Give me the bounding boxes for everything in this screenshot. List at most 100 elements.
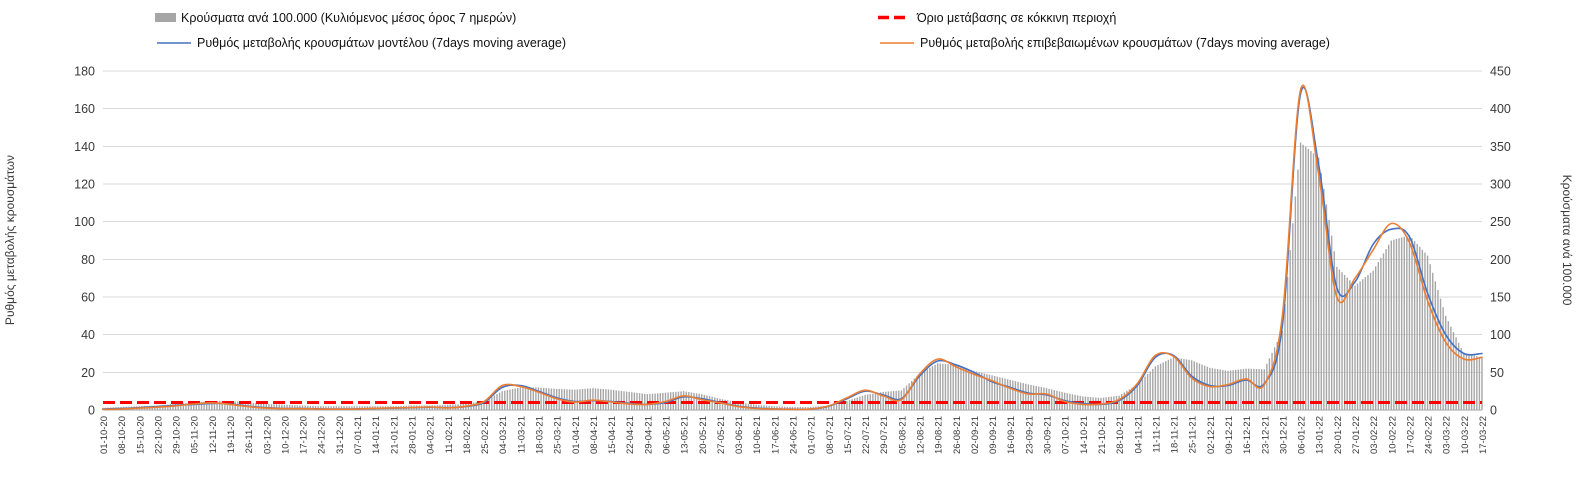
bar: [1294, 196, 1297, 410]
bar: [1188, 359, 1190, 410]
x-axis-tick-label: 14-10-21: [1079, 416, 1090, 454]
bar: [1470, 355, 1473, 410]
bar: [286, 404, 288, 410]
bar: [758, 404, 760, 410]
bar: [1372, 270, 1374, 410]
right-axis-tick-label: 450: [1490, 65, 1511, 79]
bar: [1380, 257, 1382, 410]
bar: [864, 394, 866, 410]
bar: [1268, 358, 1271, 410]
bar: [885, 391, 887, 410]
bar: [659, 393, 661, 410]
x-axis-tick-label: 20-05-21: [698, 416, 709, 454]
bar: [211, 400, 213, 410]
bar: [1152, 368, 1154, 410]
bar: [198, 402, 200, 410]
bar: [1349, 280, 1351, 410]
bar: [480, 401, 483, 410]
x-axis-tick-label: 15-04-21: [607, 416, 618, 454]
bar: [1014, 381, 1017, 410]
bar: [1463, 353, 1465, 410]
bar: [628, 391, 630, 410]
bar: [1196, 362, 1198, 410]
bar: [768, 405, 770, 410]
x-axis-tick-label: 19-08-21: [934, 416, 945, 454]
bar: [1273, 347, 1276, 410]
bar: [1258, 369, 1260, 410]
bar: [1058, 391, 1061, 410]
right-axis-tick-label: 400: [1490, 102, 1511, 116]
bar: [615, 390, 617, 410]
bar: [835, 403, 838, 410]
bar: [879, 392, 882, 410]
bar: [1255, 369, 1258, 410]
bar: [833, 404, 835, 410]
bar: [1216, 369, 1219, 410]
bar: [491, 396, 493, 410]
bar: [594, 388, 597, 410]
left-axis-tick-label: 60: [81, 291, 95, 305]
bar: [765, 405, 768, 410]
left-axis-tick-label: 140: [74, 140, 95, 154]
bar: [944, 363, 947, 410]
bar: [1051, 389, 1053, 410]
bar: [1126, 390, 1128, 410]
bar: [1227, 370, 1229, 410]
right-axis-tick-label: 250: [1490, 215, 1511, 229]
bar: [1048, 388, 1050, 410]
x-axis-tick-label: 29-04-21: [643, 416, 654, 454]
bar: [784, 406, 786, 410]
bar: [1393, 239, 1395, 410]
bar: [996, 376, 998, 410]
bar: [1323, 188, 1325, 410]
bar: [1398, 238, 1400, 410]
bar: [843, 401, 846, 410]
bar: [903, 388, 905, 410]
bar: [942, 363, 944, 410]
bar: [348, 406, 350, 410]
bar: [1219, 369, 1221, 410]
x-axis-tick-label: 09-12-21: [1224, 416, 1235, 454]
left-axis-tick-label: 80: [81, 253, 95, 267]
x-axis-tick-label: 12-11-20: [208, 416, 219, 453]
bar: [273, 404, 275, 410]
bar: [1413, 241, 1416, 410]
bar: [200, 401, 203, 410]
bar: [685, 391, 687, 410]
bar: [1330, 235, 1333, 410]
bar: [1017, 381, 1019, 410]
bar: [530, 387, 532, 410]
bar: [333, 406, 335, 410]
left-axis-tick-label: 120: [74, 178, 95, 192]
bar: [936, 363, 939, 410]
x-axis-tick-label: 18-02-21: [462, 416, 473, 454]
bar: [973, 370, 975, 410]
bar: [584, 388, 586, 410]
bar: [612, 389, 615, 410]
x-axis-tick-label: 04-02-21: [426, 416, 437, 454]
bar: [1400, 237, 1403, 410]
bar: [978, 372, 980, 410]
bar: [1175, 357, 1177, 410]
bar: [216, 400, 218, 410]
bar: [854, 398, 856, 410]
bar: [1369, 272, 1372, 410]
right-axis-title: Κρούσματα ανά 100.000: [1560, 175, 1574, 306]
bar: [1025, 383, 1027, 410]
bar: [911, 380, 913, 410]
bar: [1468, 354, 1470, 410]
bar: [1457, 342, 1460, 410]
bar: [1289, 250, 1291, 410]
bar: [1354, 285, 1356, 410]
left-axis-tick-label: 160: [74, 102, 95, 116]
x-axis-tick-label: 10-02-22: [1387, 416, 1398, 454]
bar: [804, 406, 807, 410]
x-axis-tick-label: 13-01-22: [1315, 416, 1326, 454]
x-axis-tick-label: 31-12-20: [335, 416, 346, 454]
bar: [1056, 390, 1058, 410]
bar: [1162, 362, 1164, 410]
bar: [1421, 249, 1424, 410]
bar: [483, 400, 485, 410]
